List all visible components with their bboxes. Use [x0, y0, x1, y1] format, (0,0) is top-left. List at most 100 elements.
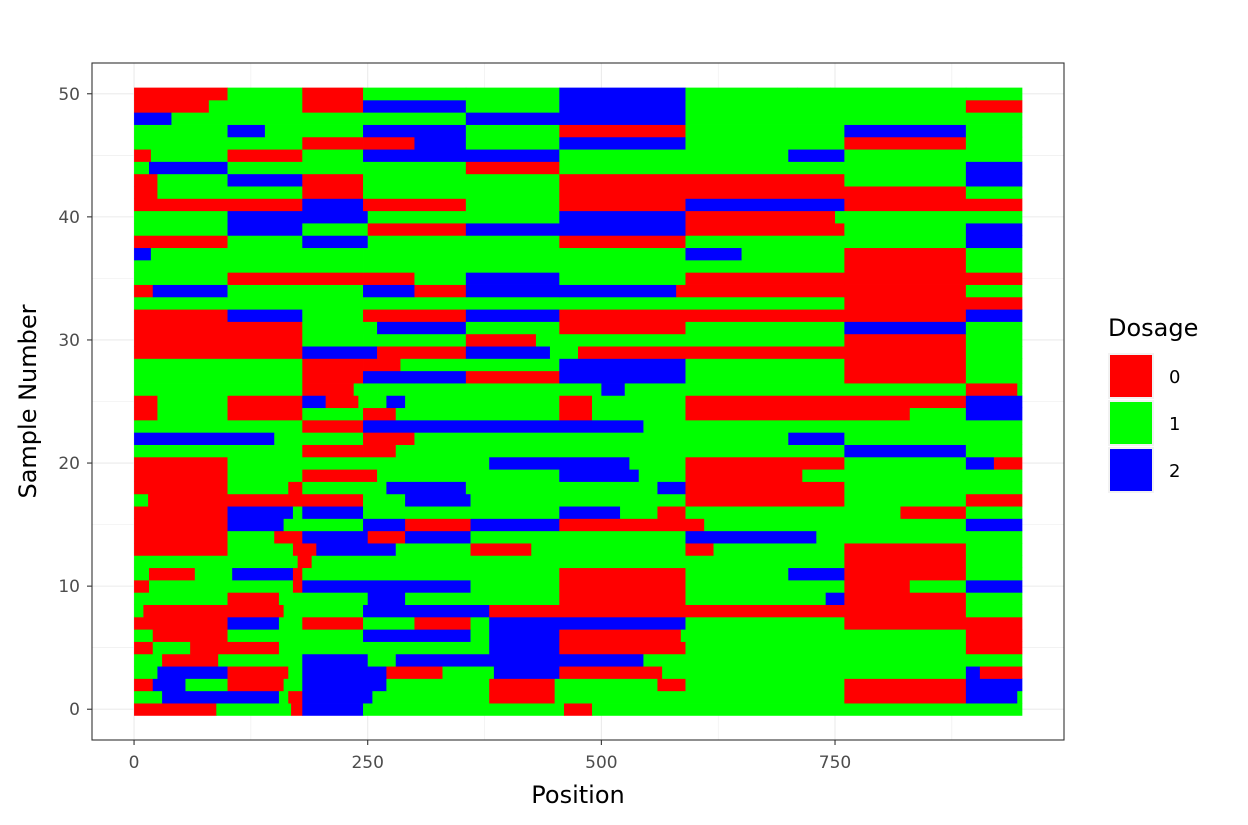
heatmap-tile: [629, 456, 686, 470]
heatmap-tile: [685, 592, 827, 605]
heatmap-tile: [386, 641, 490, 655]
heatmap-tile: [302, 383, 355, 396]
heatmap-tile: [788, 567, 845, 581]
heatmap-tile: [367, 235, 467, 249]
heatmap-tile: [535, 333, 560, 347]
heatmap-tile: [965, 333, 1023, 347]
heatmap-tile: [302, 493, 364, 507]
heatmap-tile: [134, 703, 217, 716]
heatmap-tile: [363, 161, 467, 175]
heatmap-tile: [363, 333, 467, 347]
heatmap-tile: [278, 616, 303, 630]
heatmap-tile: [419, 419, 644, 433]
heatmap-tile: [302, 309, 364, 322]
heatmap-tile: [134, 543, 228, 556]
heatmap-tile: [965, 259, 1023, 273]
heatmap-tile: [844, 444, 967, 458]
heatmap-tile: [353, 383, 378, 396]
heatmap-tile: [844, 321, 967, 335]
heatmap-tile: [559, 666, 663, 679]
heatmap-tile: [134, 186, 158, 199]
heatmap-tile: [227, 543, 294, 556]
heatmap-tile: [489, 629, 560, 642]
heatmap-tile: [152, 284, 228, 298]
heatmap-tile: [1017, 383, 1023, 396]
heatmap-tile: [559, 149, 686, 162]
heatmap-tile: [227, 383, 303, 396]
heatmap-tile: [405, 530, 471, 544]
heatmap-tile: [405, 592, 476, 605]
heatmap-tile: [302, 641, 387, 655]
heatmap-tile: [414, 136, 467, 150]
heatmap-tile: [685, 653, 1023, 667]
heatmap-tile: [685, 579, 845, 593]
heatmap-tile: [601, 383, 626, 396]
heatmap-tile: [363, 112, 467, 125]
heatmap-tile: [283, 210, 369, 224]
heatmap-tile: [844, 272, 967, 285]
heatmap-tile: [134, 272, 228, 285]
heatmap-tile: [414, 432, 560, 445]
heatmap-tile: [395, 407, 415, 421]
heatmap-tile: [559, 296, 686, 310]
heatmap-tile: [363, 407, 397, 421]
heatmap-tile: [302, 604, 364, 618]
heatmap-tile: [134, 419, 228, 433]
heatmap-tile: [844, 124, 967, 138]
heatmap-tile: [844, 567, 967, 581]
heatmap-tile: [134, 641, 154, 655]
heatmap-tile: [363, 173, 467, 187]
heatmap-tile: [227, 518, 284, 532]
heatmap-tile: [288, 690, 303, 704]
heatmap-tile: [227, 223, 303, 236]
heatmap-tile: [227, 395, 303, 409]
heatmap-tile: [302, 112, 364, 125]
heatmap-tile: [297, 555, 313, 569]
heatmap-tile: [965, 210, 1023, 224]
heatmap-tile: [559, 518, 686, 532]
heatmap-tile: [134, 333, 228, 347]
heatmap-tile: [134, 284, 154, 298]
heatmap-tile: [559, 136, 686, 150]
heatmap-tile: [493, 666, 560, 679]
heatmap-tile: [470, 629, 490, 642]
heatmap-tile: [363, 518, 406, 532]
heatmap-tile: [559, 124, 686, 138]
heatmap-tile: [227, 259, 303, 273]
heatmap-tile: [965, 579, 1023, 593]
heatmap-tile: [367, 653, 397, 667]
heatmap-tile: [559, 99, 686, 113]
heatmap-tile: [685, 272, 845, 285]
heatmap-tile: [685, 223, 845, 236]
heatmap-tile: [685, 358, 845, 372]
heatmap-tile: [134, 198, 228, 212]
heatmap-tile: [465, 173, 560, 187]
heatmap-tile: [685, 641, 967, 655]
heatmap-tile: [363, 370, 415, 384]
heatmap-tile: [208, 99, 228, 113]
heatmap-tile: [685, 346, 845, 359]
heatmap-tile: [965, 444, 1023, 458]
heatmap-tile: [227, 469, 294, 482]
heatmap-tile: [578, 346, 686, 359]
heatmap-tile: [741, 247, 845, 261]
heatmap-tile: [227, 616, 280, 630]
heatmap-tile: [414, 407, 467, 421]
heatmap-tile: [395, 653, 439, 667]
heatmap-tile: [662, 666, 686, 679]
heatmap-tile: [367, 210, 467, 224]
heatmap-tile: [227, 358, 303, 372]
heatmap-tile: [134, 481, 228, 495]
legend-label: 2: [1169, 461, 1180, 482]
heatmap-tile: [844, 690, 967, 704]
y-tick-label: 40: [58, 208, 80, 228]
heatmap-tile: [844, 579, 911, 593]
heatmap-tile: [559, 210, 686, 224]
heatmap-tile: [965, 87, 1023, 101]
heatmap-tile: [489, 616, 560, 630]
heatmap-tile: [559, 383, 602, 396]
heatmap-tile: [291, 703, 303, 716]
heatmap-tile: [283, 604, 303, 618]
heatmap-tile: [559, 456, 630, 470]
heatmap-tile: [465, 198, 560, 212]
